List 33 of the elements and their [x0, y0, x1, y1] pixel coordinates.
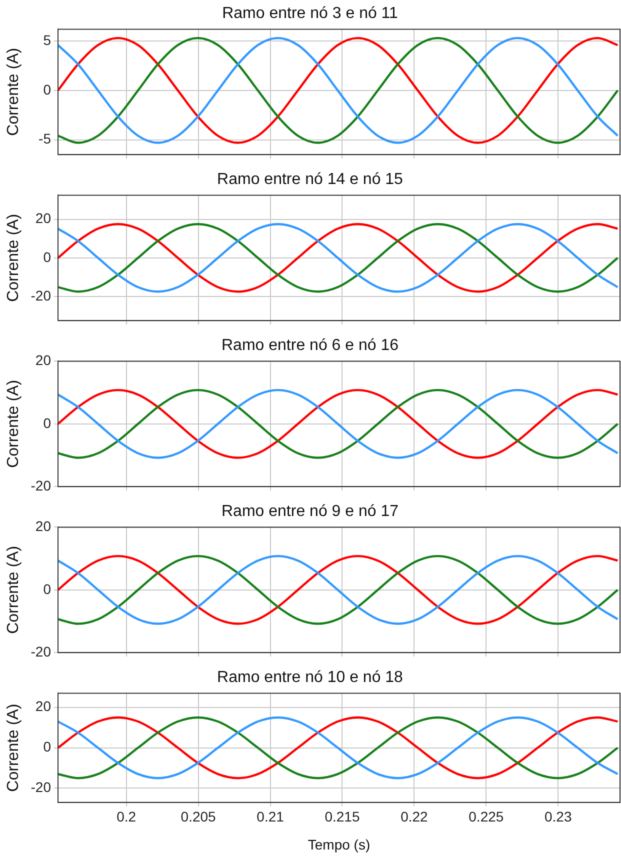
y-tick-label: 0	[43, 414, 52, 431]
chart-title: Ramo entre nó 6 e nó 16	[221, 337, 399, 354]
y-tick-label: -5	[38, 130, 52, 147]
y-tick-label: 20	[35, 518, 52, 534]
x-tick-label: 0.22	[400, 808, 428, 825]
x-tick-label: 0.23	[544, 808, 572, 825]
y-tick-label: 0	[43, 738, 52, 755]
y-tick-label: -20	[30, 643, 52, 660]
x-axis-title: Tempo (s)	[308, 836, 370, 852]
y-tick-label: 5	[43, 32, 52, 48]
chart-title: Ramo entre nó 9 e nó 17	[221, 503, 399, 520]
y-tick-label: 0	[43, 580, 52, 597]
x-tick-label: 0.215	[324, 808, 360, 825]
y-tick-label: -20	[30, 287, 52, 304]
x-tick-label: 0.2	[116, 808, 136, 825]
chart-title: Ramo entre nó 10 e nó 18	[217, 669, 404, 686]
chart-title: Ramo entre nó 14 e nó 15	[217, 171, 404, 188]
chart-title: Ramo entre nó 3 e nó 11	[222, 5, 398, 22]
y-tick-label: 0	[43, 248, 52, 265]
y-axis-title: Corrente (A)	[5, 214, 22, 302]
y-axis-title: Corrente (A)	[5, 48, 22, 136]
y-tick-label: 20	[35, 698, 52, 714]
y-tick-label: -20	[30, 477, 52, 494]
y-axis-title: Corrente (A)	[5, 380, 22, 468]
y-tick-label: 0	[43, 81, 52, 98]
y-tick-label: 20	[35, 210, 52, 226]
x-tick-label: 0.205	[180, 808, 216, 825]
y-tick-label: 20	[35, 352, 52, 368]
y-axis-title: Corrente (A)	[5, 546, 22, 634]
x-tick-label: 0.225	[468, 808, 504, 825]
x-tick-label: 0.21	[256, 808, 284, 825]
y-tick-label: -20	[30, 779, 52, 796]
y-axis-title: Corrente (A)	[5, 704, 22, 792]
